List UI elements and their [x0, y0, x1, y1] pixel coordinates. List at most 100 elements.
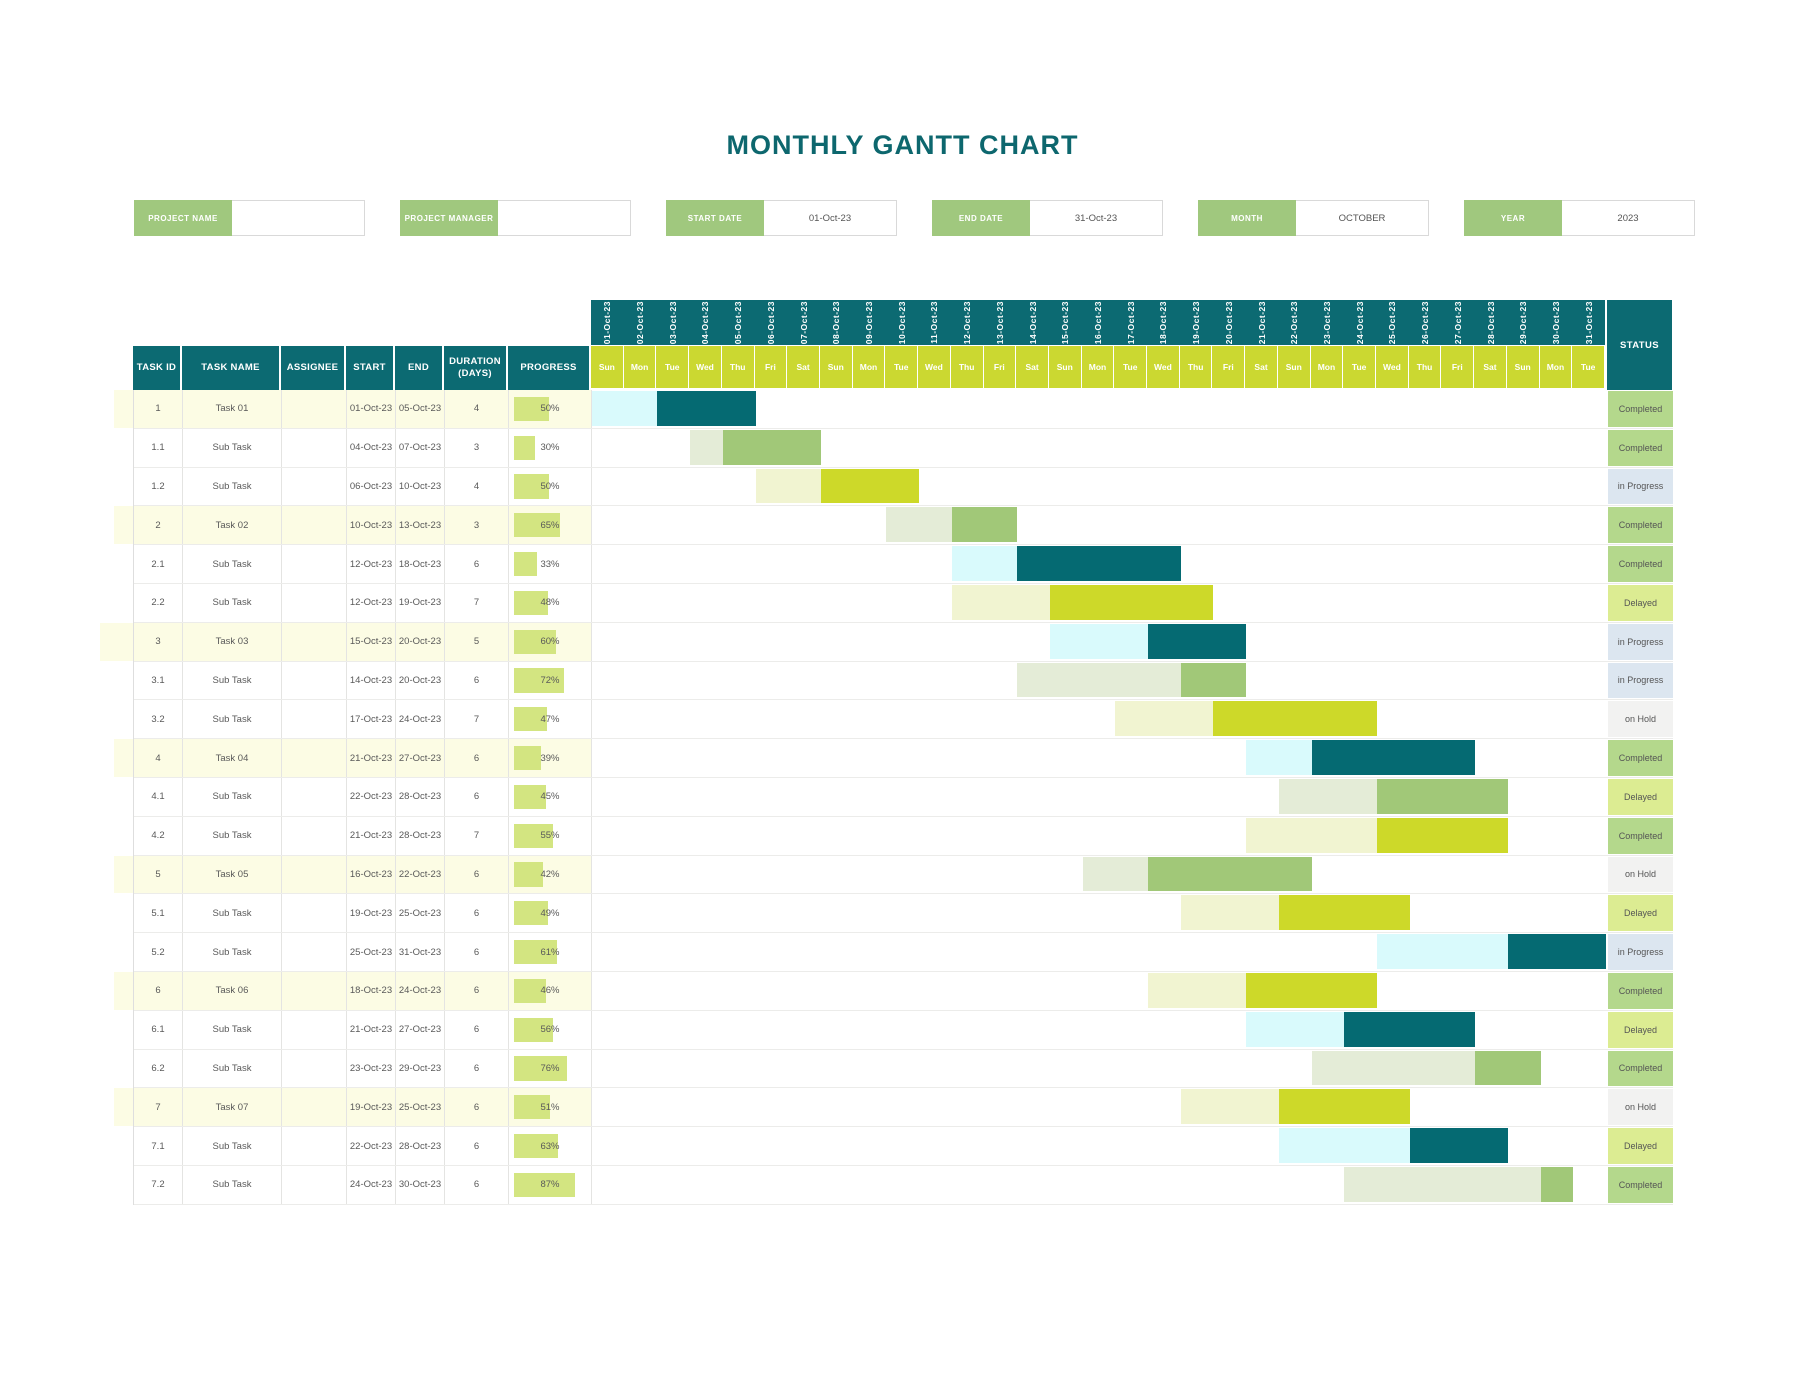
status-badge[interactable]: Completed [1608, 546, 1673, 582]
task-name-cell[interactable]: Sub Task [183, 545, 282, 583]
duration-cell[interactable]: 6 [445, 894, 509, 933]
status-badge[interactable]: in Progress [1608, 468, 1673, 505]
task-name-cell[interactable]: Sub Task [183, 777, 282, 816]
start-date-cell[interactable]: 15-Oct-23 [347, 622, 396, 661]
task-id-cell[interactable]: 6.2 [134, 1049, 183, 1088]
start-date-cell[interactable]: 19-Oct-23 [347, 1088, 396, 1127]
form-field-value[interactable] [232, 200, 365, 236]
end-date-cell[interactable]: 24-Oct-23 [396, 700, 445, 739]
task-id-cell[interactable]: 7 [134, 1088, 183, 1127]
end-date-cell[interactable]: 07-Oct-23 [396, 428, 445, 467]
progress-cell[interactable]: 50% [509, 467, 592, 506]
assignee-cell[interactable] [282, 933, 347, 971]
progress-cell[interactable]: 42% [509, 855, 592, 894]
duration-cell[interactable]: 6 [445, 1010, 509, 1049]
form-field-value[interactable]: 2023 [1562, 200, 1695, 236]
progress-cell[interactable]: 56% [509, 1010, 592, 1049]
end-date-cell[interactable]: 22-Oct-23 [396, 855, 445, 894]
task-id-cell[interactable]: 1.1 [134, 428, 183, 467]
duration-cell[interactable]: 7 [445, 583, 509, 622]
start-date-cell[interactable]: 14-Oct-23 [347, 661, 396, 700]
duration-cell[interactable]: 4 [445, 467, 509, 506]
task-id-cell[interactable]: 5 [134, 855, 183, 894]
progress-cell[interactable]: 51% [509, 1088, 592, 1127]
start-date-cell[interactable]: 16-Oct-23 [347, 855, 396, 894]
duration-cell[interactable]: 6 [445, 1049, 509, 1088]
duration-cell[interactable]: 6 [445, 1088, 509, 1127]
task-id-cell[interactable]: 4.2 [134, 816, 183, 855]
end-date-cell[interactable]: 28-Oct-23 [396, 777, 445, 816]
assignee-cell[interactable] [282, 971, 347, 1010]
progress-cell[interactable]: 87% [509, 1165, 592, 1204]
end-date-cell[interactable]: 27-Oct-23 [396, 1010, 445, 1049]
progress-cell[interactable]: 60% [509, 622, 592, 661]
status-badge[interactable]: Delayed [1608, 584, 1673, 621]
form-field-value[interactable]: 01-Oct-23 [764, 200, 897, 236]
assignee-cell[interactable] [282, 739, 347, 777]
duration-cell[interactable]: 7 [445, 816, 509, 855]
task-id-cell[interactable]: 4 [134, 739, 183, 777]
form-field-value[interactable]: OCTOBER [1296, 200, 1429, 236]
assignee-cell[interactable] [282, 545, 347, 583]
task-id-cell[interactable]: 2.2 [134, 583, 183, 622]
status-badge[interactable]: Completed [1608, 391, 1673, 427]
progress-cell[interactable]: 61% [509, 933, 592, 971]
assignee-cell[interactable] [282, 777, 347, 816]
status-badge[interactable]: in Progress [1608, 934, 1673, 970]
progress-cell[interactable]: 72% [509, 661, 592, 700]
assignee-cell[interactable] [282, 1127, 347, 1165]
duration-cell[interactable]: 6 [445, 1127, 509, 1165]
duration-cell[interactable]: 6 [445, 1165, 509, 1204]
progress-cell[interactable]: 47% [509, 700, 592, 739]
status-badge[interactable]: Delayed [1608, 1128, 1673, 1164]
task-name-cell[interactable]: Sub Task [183, 1165, 282, 1204]
assignee-cell[interactable] [282, 855, 347, 894]
start-date-cell[interactable]: 25-Oct-23 [347, 933, 396, 971]
task-id-cell[interactable]: 7.2 [134, 1165, 183, 1204]
end-date-cell[interactable]: 20-Oct-23 [396, 622, 445, 661]
duration-cell[interactable]: 6 [445, 777, 509, 816]
start-date-cell[interactable]: 17-Oct-23 [347, 700, 396, 739]
task-name-cell[interactable]: Sub Task [183, 1127, 282, 1165]
end-date-cell[interactable]: 10-Oct-23 [396, 467, 445, 506]
duration-cell[interactable]: 7 [445, 700, 509, 739]
status-badge[interactable]: Completed [1608, 972, 1673, 1009]
task-name-cell[interactable]: Task 07 [183, 1088, 282, 1127]
end-date-cell[interactable]: 13-Oct-23 [396, 506, 445, 545]
duration-cell[interactable]: 6 [445, 933, 509, 971]
progress-cell[interactable]: 39% [509, 739, 592, 777]
start-date-cell[interactable]: 21-Oct-23 [347, 1010, 396, 1049]
end-date-cell[interactable]: 29-Oct-23 [396, 1049, 445, 1088]
status-badge[interactable]: Completed [1608, 1166, 1673, 1203]
task-name-cell[interactable]: Sub Task [183, 661, 282, 700]
task-name-cell[interactable]: Task 01 [183, 390, 282, 428]
task-id-cell[interactable]: 3.2 [134, 700, 183, 739]
task-id-cell[interactable]: 5.2 [134, 933, 183, 971]
assignee-cell[interactable] [282, 506, 347, 545]
form-field-value[interactable] [498, 200, 631, 236]
progress-cell[interactable]: 46% [509, 971, 592, 1010]
task-name-cell[interactable]: Task 02 [183, 506, 282, 545]
start-date-cell[interactable]: 22-Oct-23 [347, 777, 396, 816]
task-id-cell[interactable]: 4.1 [134, 777, 183, 816]
progress-cell[interactable]: 55% [509, 816, 592, 855]
status-badge[interactable]: on Hold [1608, 701, 1673, 738]
assignee-cell[interactable] [282, 1010, 347, 1049]
task-name-cell[interactable]: Sub Task [183, 894, 282, 933]
start-date-cell[interactable]: 01-Oct-23 [347, 390, 396, 428]
task-name-cell[interactable]: Task 03 [183, 622, 282, 661]
end-date-cell[interactable]: 28-Oct-23 [396, 816, 445, 855]
assignee-cell[interactable] [282, 467, 347, 506]
start-date-cell[interactable]: 24-Oct-23 [347, 1165, 396, 1204]
progress-cell[interactable]: 63% [509, 1127, 592, 1165]
task-name-cell[interactable]: Sub Task [183, 428, 282, 467]
status-badge[interactable]: Completed [1608, 817, 1673, 854]
start-date-cell[interactable]: 23-Oct-23 [347, 1049, 396, 1088]
duration-cell[interactable]: 6 [445, 855, 509, 894]
status-badge[interactable]: Completed [1608, 429, 1673, 466]
assignee-cell[interactable] [282, 1049, 347, 1088]
assignee-cell[interactable] [282, 894, 347, 933]
task-name-cell[interactable]: Sub Task [183, 816, 282, 855]
start-date-cell[interactable]: 10-Oct-23 [347, 506, 396, 545]
form-field-value[interactable]: 31-Oct-23 [1030, 200, 1163, 236]
